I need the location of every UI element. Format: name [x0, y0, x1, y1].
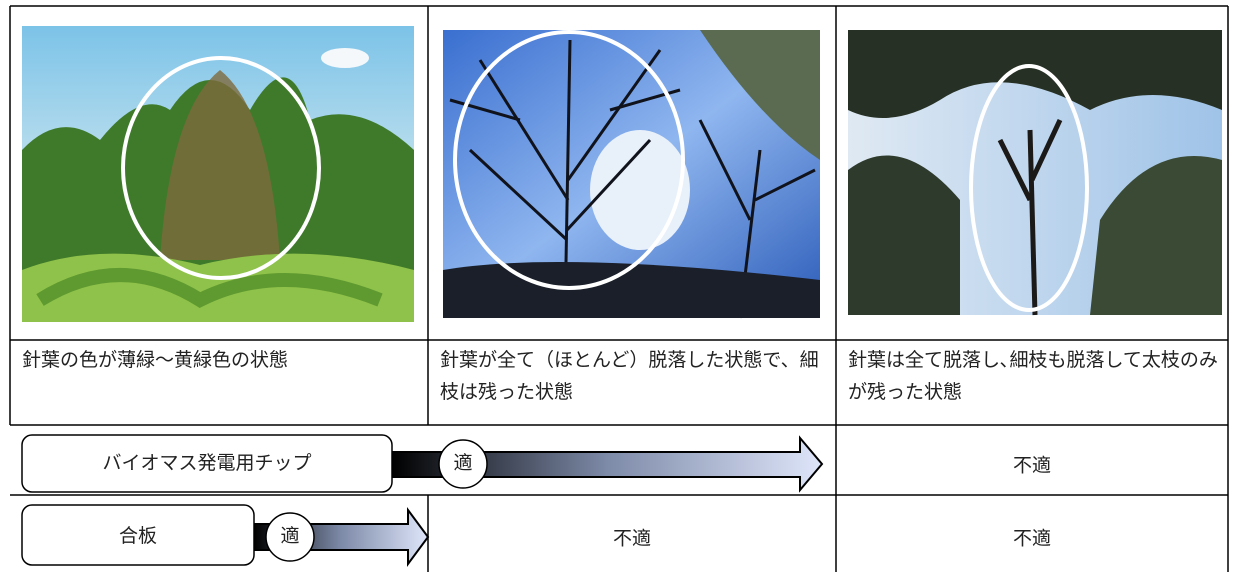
unsuitable-label: 不適 [612, 527, 652, 550]
use-name: 合板 [119, 525, 157, 547]
description: 針葉は全て脱落し､細枝も脱落して太枝のみが残った状態 [848, 349, 1218, 403]
table-borders [9, 5, 1229, 572]
photo-bare-branches [848, 30, 1222, 316]
description: 針葉が全て（ほとんど）脱落した状態で、細枝は残った状態 [440, 349, 819, 403]
use-box [21, 504, 255, 566]
use-box [21, 434, 393, 493]
suitable-label: 適 [280, 525, 299, 547]
description: 針葉の色が薄緑～黄緑色の状態 [22, 349, 289, 371]
suitable-label: 適 [453, 452, 472, 474]
photo-green-pines [22, 26, 414, 322]
use-name: バイオマス発電用チップ [102, 452, 311, 474]
suitable-circle [438, 439, 488, 489]
unsuitable-label: 不適 [1012, 454, 1052, 477]
unsuitable-label: 不適 [1012, 527, 1052, 550]
photo-bare-twigs [443, 30, 820, 319]
suitable-circle [265, 512, 315, 562]
